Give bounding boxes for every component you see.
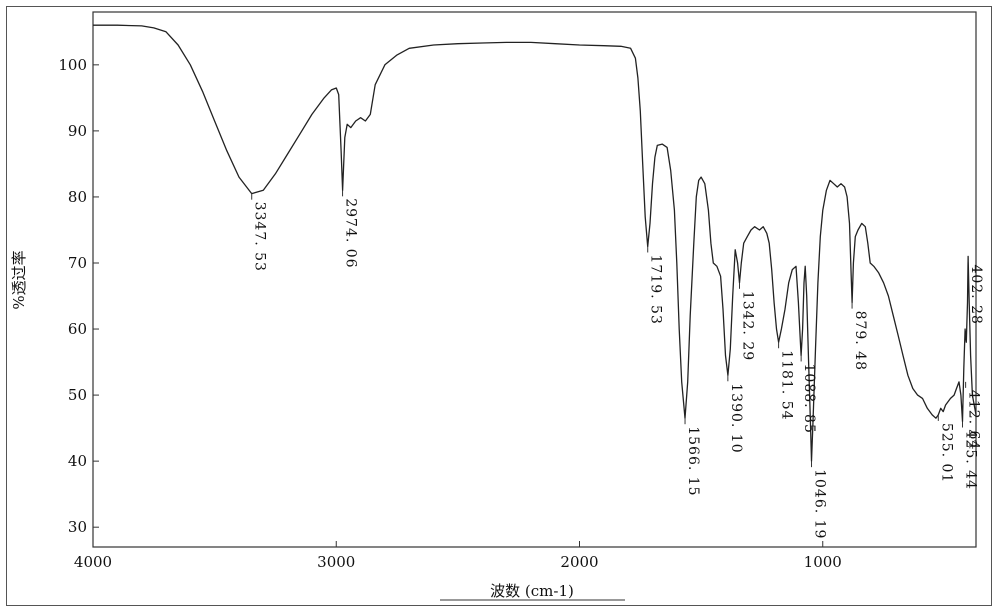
y-tick-label: 30 xyxy=(68,518,87,536)
x-tick-label: 1000 xyxy=(804,553,842,571)
peak-label: 1719. 53 xyxy=(648,255,664,325)
peak-label: 1046. 19 xyxy=(811,469,827,539)
y-tick-label: 100 xyxy=(58,56,87,74)
x-tick-label: 2000 xyxy=(560,553,598,571)
y-axis: 30 40 50 60 70 80 90 100 xyxy=(58,56,99,536)
y-tick-label: 70 xyxy=(68,254,87,272)
peak-label: 1390. 10 xyxy=(728,383,744,453)
peak-label: 2974. 06 xyxy=(343,198,359,268)
x-tick-label: 4000 xyxy=(74,553,112,571)
x-axis: 4000 3000 2000 1000 xyxy=(74,541,842,571)
plot-area xyxy=(92,11,977,548)
peak-label: 525. 01 xyxy=(938,423,954,483)
peak-label: 1181. 54 xyxy=(779,350,795,420)
y-tick-label: 90 xyxy=(68,122,87,140)
peak-label: 1342. 29 xyxy=(739,291,755,361)
y-axis-label: %透过率 xyxy=(10,250,28,309)
peak-label: 879. 48 xyxy=(852,311,868,371)
y-tick-label: 60 xyxy=(68,320,87,338)
x-axis-label: 波数 (cm-1) xyxy=(490,582,574,600)
peak-label: 3347. 53 xyxy=(252,202,268,272)
spectrum-line xyxy=(93,24,977,462)
y-tick-label: 50 xyxy=(68,386,87,404)
y-tick-label: 40 xyxy=(68,452,87,470)
peak-label: 1566. 15 xyxy=(685,426,701,496)
y-tick-label: 80 xyxy=(68,188,87,206)
peak-label: 402. 28 xyxy=(968,264,984,324)
series-layer xyxy=(93,24,977,462)
chart-frame xyxy=(6,6,992,606)
peak-label: 1088. 85 xyxy=(801,364,817,434)
peak-label: 425. 44 xyxy=(962,430,978,490)
peak-labels: 3347. 53 2974. 06 1719. 53 1566. 15 1390. 10… xyxy=(251,190,984,539)
x-tick-label: 3000 xyxy=(317,553,355,571)
peak-label: 412. 64 xyxy=(966,390,982,450)
